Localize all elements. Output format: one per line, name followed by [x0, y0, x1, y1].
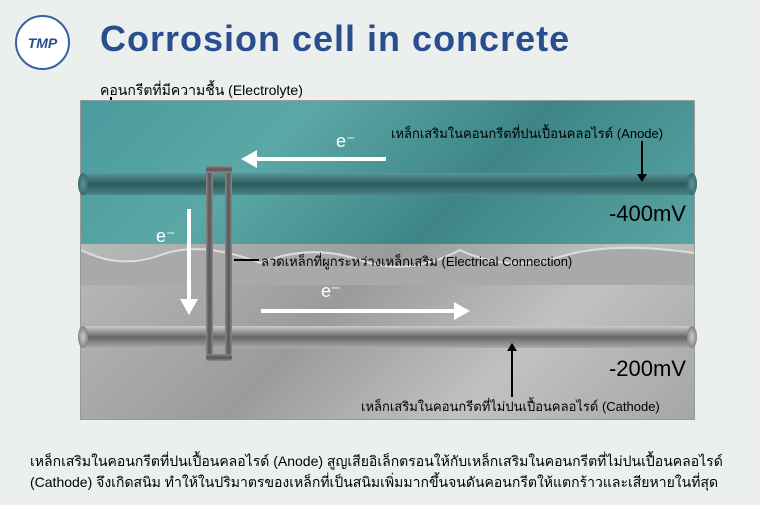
arrow-top-head — [241, 150, 257, 168]
cathode-voltage: -200mV — [609, 356, 686, 382]
arrow-top-line — [256, 157, 386, 161]
anode-label: เหล็กเสริมในคอนกรีตที่ปนเปื้อนคลอไรด์ (A… — [391, 123, 663, 144]
connection-leader — [234, 259, 259, 261]
cathode-leader — [511, 349, 513, 397]
logo-text: TMP — [28, 35, 58, 51]
page-title: Corrosion cell in concrete — [100, 18, 570, 60]
stirrup-top — [206, 166, 232, 173]
stirrup-right — [225, 171, 232, 356]
electron-label-bot: e⁻ — [321, 281, 341, 302]
arrow-mid-head — [180, 299, 198, 315]
anode-rebar — [81, 173, 694, 195]
cathode-label: เหล็กเสริมในคอนกรีตที่ไม่ปนเปื้อนคลอไรด์… — [361, 396, 660, 417]
corrosion-diagram: e⁻ e⁻ e⁻ เหล็กเสริมในคอนกรีตที่ปนเปื้อนค… — [80, 100, 695, 420]
stirrup-wire — [206, 161, 232, 361]
connection-label: ลวดเหล็กที่ผูกระหว่างเหล็กเสริม (Electri… — [261, 251, 572, 272]
arrow-bot-line — [261, 309, 456, 313]
anode-leader — [641, 141, 643, 176]
arrow-bot-head — [454, 302, 470, 320]
anode-arrowhead — [637, 174, 647, 182]
cathode-arrowhead — [507, 343, 517, 351]
cathode-rebar — [81, 326, 694, 348]
electrolyte-label: คอนกรีตที่มีความชื้น (Electrolyte) — [100, 80, 303, 102]
anode-voltage: -400mV — [609, 201, 686, 227]
stirrup-bottom — [206, 354, 232, 361]
stirrup-left — [206, 171, 213, 356]
electron-label-mid: e⁻ — [156, 226, 176, 247]
caption-text: เหล็กเสริมในคอนกรีตที่ปนเปื้อนคลอไรด์ (A… — [30, 451, 730, 493]
arrow-mid-line — [187, 209, 191, 301]
electron-label-top: e⁻ — [336, 131, 356, 152]
logo-badge: TMP — [15, 15, 70, 70]
